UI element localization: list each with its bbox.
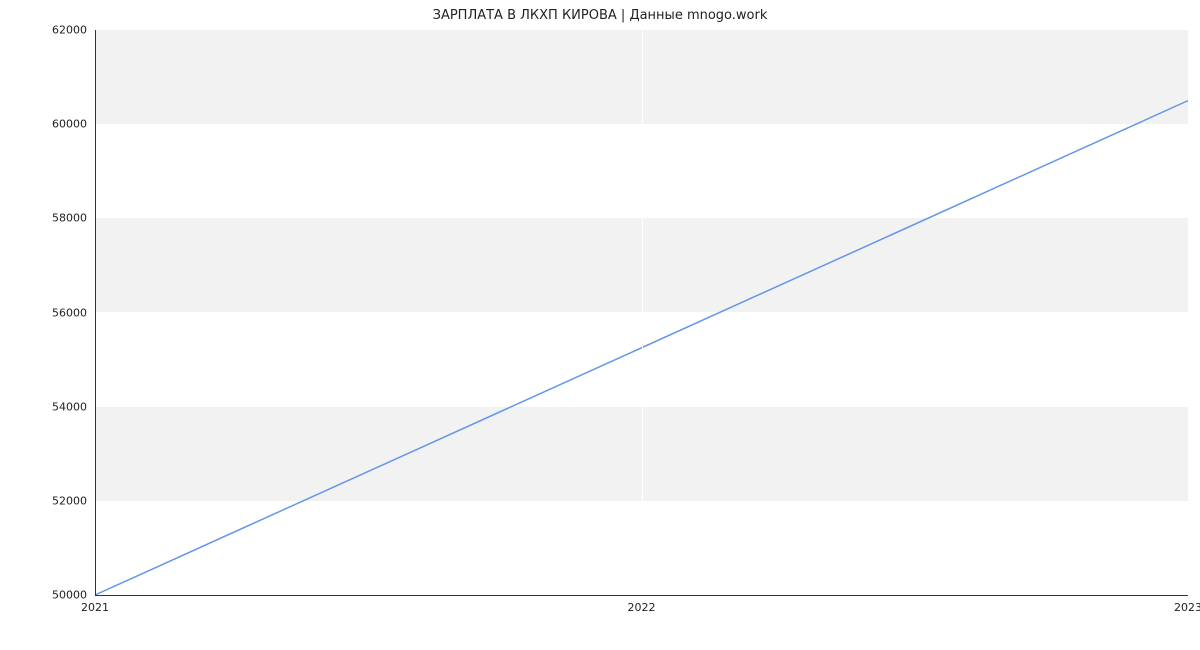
y-axis-line [95, 30, 96, 595]
y-tick-label: 54000 [52, 400, 87, 413]
plot-area: 2021202220235000052000540005600058000600… [95, 30, 1188, 595]
x-tick-label: 2022 [628, 601, 656, 614]
y-tick-label: 62000 [52, 24, 87, 37]
y-tick-label: 60000 [52, 118, 87, 131]
y-tick-label: 56000 [52, 306, 87, 319]
x-tick-label: 2021 [81, 601, 109, 614]
y-tick-label: 52000 [52, 494, 87, 507]
salary-line-chart: ЗАРПЛАТА В ЛКХП КИРОВА | Данные mnogo.wo… [0, 0, 1200, 650]
x-tick-label: 2023 [1174, 601, 1200, 614]
y-tick-label: 58000 [52, 212, 87, 225]
y-tick-label: 50000 [52, 589, 87, 602]
x-axis-line [95, 595, 1188, 596]
chart-title: ЗАРПЛАТА В ЛКХП КИРОВА | Данные mnogo.wo… [0, 8, 1200, 23]
x-gridline [642, 30, 643, 595]
x-gridline [1188, 30, 1189, 595]
